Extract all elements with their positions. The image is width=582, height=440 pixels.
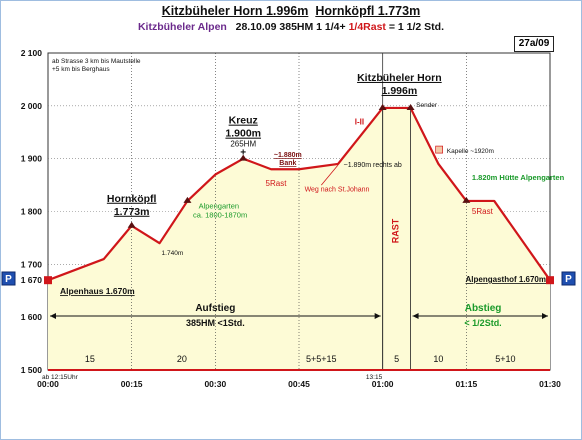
subtitle-region: Kitzbüheler Alpen — [137, 21, 227, 33]
marker-end-0 — [44, 276, 52, 285]
label-1740: 1.740m — [162, 250, 184, 257]
aufstieg-arrow-head-right — [374, 313, 381, 319]
sender: Sender — [416, 102, 438, 109]
segment-duration-5: 5+10 — [495, 354, 515, 364]
bank: Bank — [279, 160, 296, 167]
y-tick-7: 2 100 — [21, 48, 43, 58]
note-strasse-1: ab Strasse 3 km bis Mautstelle — [52, 58, 141, 65]
kreuz-name: Kreuz — [229, 115, 258, 127]
segment-duration-4: 10 — [433, 354, 443, 364]
marker-4 — [378, 103, 387, 110]
title-horn: Kitzbüheler Horn 1.996m — [161, 4, 309, 18]
hornkoepfl-name: Hornköpfl — [107, 193, 157, 205]
chart-subtitle: Kitzbüheler Alpen 28.10.09 385HM 1 1/4+ … — [0, 21, 582, 33]
huette-alpengarten: 1.820m Hütte Alpengarten — [472, 173, 565, 182]
y-tick-1: 1 600 — [21, 312, 43, 322]
x-tick-1: 00:15 — [121, 379, 143, 389]
subtitle-rast: 1/4Rast — [348, 21, 386, 33]
marker-1 — [127, 221, 136, 228]
profile-line — [47, 106, 551, 282]
start-time: ab 12:15Uhr — [42, 374, 79, 381]
time-1315: 13:15 — [366, 374, 383, 381]
horn-name: Kitzbüheler Horn — [357, 72, 442, 84]
kreuz-cross-icon: + — [240, 148, 246, 159]
marker-2 — [183, 196, 192, 203]
abstieg-arrow-head-right — [542, 313, 548, 319]
aufstieg-arrow-head-left — [50, 313, 56, 319]
reference-badge: 27a/09 — [514, 36, 554, 52]
chart-title: Kitzbüheler Horn 1.996m Hornköpfl 1.773m — [0, 4, 582, 18]
kapelle: Kapelle ~1920m — [447, 148, 494, 155]
horn-elev: 1.996m — [382, 85, 418, 97]
x-tick-2: 00:30 — [204, 379, 226, 389]
p-right-badge-box — [561, 271, 576, 286]
bank-elev: ~1.880m — [274, 152, 302, 159]
x-tick-0: 00:00 — [37, 379, 59, 389]
rast-vertical: RAST — [390, 218, 400, 243]
segment-duration-0: 15 — [85, 354, 95, 364]
alpengasthof: Alpengasthof 1.670m — [466, 275, 546, 284]
p-left-badge: P — [5, 274, 12, 285]
kreuz-elev: 1.900m — [225, 128, 261, 140]
weg-arrow — [321, 164, 339, 186]
weg-st-johann: Weg nach St.Johann — [305, 186, 370, 193]
alpenhaus: Alpenhaus 1.670m — [60, 286, 135, 296]
x-tick-5: 01:15 — [455, 379, 477, 389]
subtitle-total: = 1 1/2 Std. — [388, 21, 445, 33]
marker-5 — [406, 103, 415, 110]
rechts-ab: ~1.890m rechts ab — [344, 162, 402, 169]
kreuz-hm: 265HM — [230, 140, 256, 149]
x-tick-4: 01:00 — [372, 379, 394, 389]
aufstieg-detail: 385HM <1Std. — [186, 318, 245, 328]
p-left-badge-box — [1, 271, 16, 286]
title-hornkoepfl: Hornköpfl 1.773m — [315, 4, 421, 18]
marker-end-7 — [546, 276, 554, 285]
abstieg-arrow-head-left — [412, 313, 419, 319]
alpengarten-2: ca. 1800-1870m — [193, 211, 247, 220]
alpengarten-1: Alpengarten — [199, 202, 239, 211]
marker-6 — [462, 196, 471, 203]
y-tick-4: 1 800 — [21, 207, 43, 217]
x-tick-6: 01:30 — [539, 379, 561, 389]
segment-duration-1: 20 — [177, 354, 187, 364]
y-tick-6: 2 000 — [21, 101, 43, 111]
y-tick-0: 1 500 — [21, 365, 43, 375]
x-tick-3: 00:45 — [288, 379, 310, 389]
abstieg-detail: < 1/2Std. — [464, 318, 501, 328]
note-strasse-2: +5 km bis Berghaus — [52, 66, 110, 73]
hornkoepfl-elev: 1.773m — [114, 206, 150, 218]
abstieg: Abstieg — [465, 303, 502, 314]
subtitle-date-hm: 28.10.09 385HM 1 1/4+ — [235, 21, 346, 33]
segment-duration-3: 5 — [394, 354, 399, 364]
rast-5-right: 5Rast — [472, 207, 494, 216]
profile-area — [48, 107, 550, 371]
aufstieg: Aufstieg — [195, 303, 235, 314]
p-right-badge: P — [565, 274, 572, 285]
grade-i-ii: I-II — [355, 117, 364, 126]
rast-5-left: 5Rast — [266, 179, 288, 188]
segment-duration-2: 5+5+15 — [306, 354, 337, 364]
y-tick-5: 1 900 — [21, 154, 43, 164]
y-tick-3: 1 700 — [21, 259, 43, 269]
kapelle-icon — [435, 145, 444, 154]
marker-3 — [239, 154, 248, 161]
y-tick-2: 1 670 — [21, 275, 43, 285]
